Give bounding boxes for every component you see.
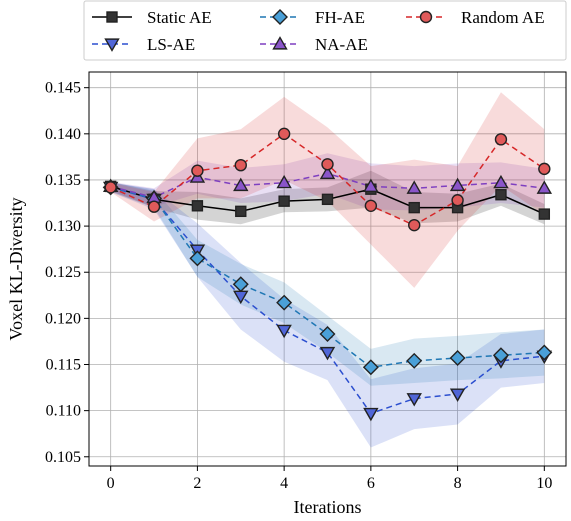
x-tick-label: 4 [280, 475, 288, 492]
static-ae-point [538, 208, 551, 220]
legend-item-fh-ae: FH-AE [260, 8, 365, 27]
grid [89, 72, 566, 466]
random-ae-point [321, 158, 334, 171]
confidence-bands [110, 92, 545, 448]
legend-label-random-ae: Random AE [461, 8, 545, 27]
legend-item-static-ae: Static AE [92, 8, 212, 27]
x-tick-label: 10 [536, 475, 552, 492]
y-tick-label: 0.130 [45, 218, 81, 235]
y-tick-label: 0.125 [45, 264, 81, 281]
legend-label-na-ae: NA-AE [315, 35, 368, 54]
legend-marker-random-ae [419, 10, 433, 24]
legend-item-random-ae: Random AE [406, 8, 545, 27]
ls-ae-point [406, 393, 422, 407]
legend-item-ls-ae: LS-AE [92, 35, 195, 54]
na-ae-point [536, 180, 553, 194]
ls-ae-point [276, 324, 292, 339]
ls-ae-point [449, 388, 466, 402]
y-tick-label: 0.110 [46, 403, 81, 420]
static-ae-point [191, 200, 204, 212]
static-ae-point [278, 195, 290, 207]
random-ae-point [494, 133, 508, 146]
fh-ae-line [110, 186, 545, 369]
series-markers [102, 127, 553, 422]
na-ae-point [276, 174, 292, 189]
legend-label-ls-ae: LS-AE [147, 35, 195, 54]
legend-marker-ls-ae [104, 38, 120, 52]
random-ae-point [364, 199, 378, 212]
fh-ae-point [189, 250, 206, 267]
random-ae-point [147, 200, 161, 213]
na-ae-point [449, 177, 466, 192]
fh-ae-point [319, 326, 336, 343]
na-ae-point [319, 165, 336, 180]
na-ae-point [493, 174, 509, 189]
legend-marker-static-ae [106, 11, 118, 23]
na-ae-point [406, 180, 422, 194]
fh-ae-point [536, 344, 553, 361]
random-ae-band [110, 92, 545, 288]
axis-ticks: 0 2 4 6 8 10 0.105 0.110 0.115 0.120 0.125 0.130 0.1… [45, 80, 552, 492]
legend-label-static-ae: Static AE [147, 8, 212, 27]
y-tick-label: 0.120 [45, 310, 81, 327]
x-tick-label: 2 [193, 475, 201, 492]
x-axis-label: Iterations [294, 497, 362, 517]
fh-ae-point [492, 347, 509, 364]
legend-item-na-ae: NA-AE [260, 35, 368, 54]
plot-frame [88, 71, 567, 467]
fh-ae-point [406, 352, 423, 369]
legend: Static AE LS-AE FH-AE NA-AE Random AE [83, 0, 567, 61]
static-ae-point [235, 205, 247, 218]
random-ae-point [277, 127, 291, 141]
static-ae-point [408, 201, 420, 214]
y-axis-label: Voxel KL-Diversity [6, 197, 26, 340]
ls-ae-band [110, 182, 545, 448]
x-tick-label: 8 [454, 475, 462, 492]
y-tick-label: 0.115 [46, 357, 81, 374]
random-ae-point [234, 158, 247, 172]
random-ae-point [104, 181, 117, 194]
legend-label-fh-ae: FH-AE [315, 8, 365, 27]
ls-ae-line [110, 186, 545, 415]
y-tick-label: 0.145 [45, 80, 81, 97]
legend-marker-na-ae [272, 36, 288, 50]
random-ae-point [538, 162, 551, 176]
x-tick-label: 0 [107, 475, 115, 492]
y-tick-label: 0.105 [45, 449, 81, 466]
ls-ae-point [363, 407, 379, 422]
random-ae-point [408, 218, 421, 232]
y-tick-label: 0.140 [45, 126, 81, 143]
x-tick-label: 6 [367, 475, 375, 492]
random-ae-point [191, 164, 204, 177]
random-ae-point [451, 194, 464, 207]
legend-box [83, 0, 567, 61]
static-ae-point [495, 189, 507, 201]
ls-ae-point [319, 346, 336, 361]
y-tick-label: 0.135 [45, 172, 81, 189]
fh-ae-point [362, 359, 379, 376]
fh-ae-point [276, 294, 293, 311]
fh-ae-point [232, 276, 249, 293]
na-ae-point [363, 178, 379, 192]
fh-ae-point [449, 350, 466, 367]
legend-marker-fh-ae [272, 9, 288, 25]
na-ae-point [233, 177, 249, 192]
static-ae-point [321, 193, 334, 206]
